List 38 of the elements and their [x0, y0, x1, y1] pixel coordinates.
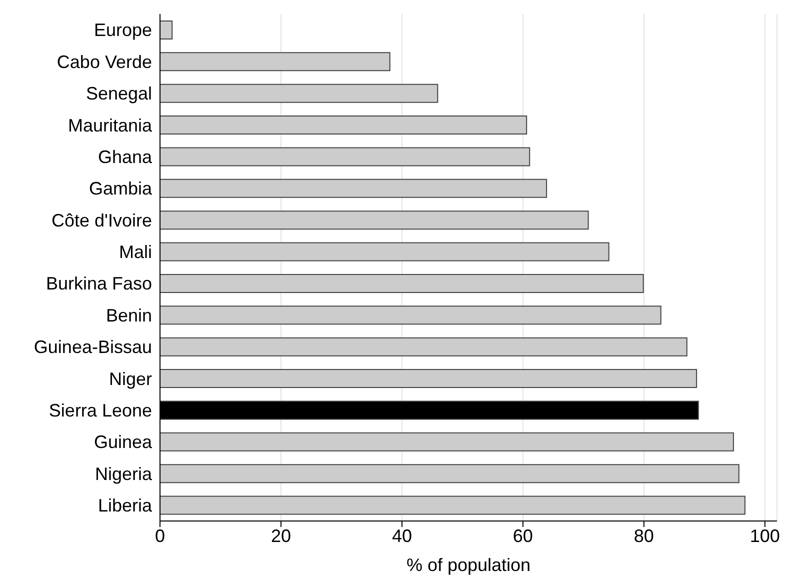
y-tick-label: Niger [108, 368, 152, 389]
y-tick-label: Senegal [86, 84, 152, 104]
y-tick-label: Guinea [94, 432, 153, 452]
bar [160, 337, 688, 356]
bar [160, 20, 173, 40]
x-tick-label: 20 [270, 526, 291, 546]
bar [160, 496, 746, 515]
y-tick-label: Gambia [88, 178, 153, 199]
x-tick-label: 80 [634, 526, 654, 546]
bar [160, 242, 610, 262]
x-tick-label: 100 [750, 526, 780, 546]
bar [160, 178, 548, 198]
y-tick-label: Côte d'Ivoire [52, 210, 152, 230]
y-tick-label: Mauritania [68, 115, 153, 136]
y-tick-label: Mali [118, 242, 152, 262]
bar [160, 52, 390, 72]
y-tick-label: Guinea-Bissau [34, 337, 152, 358]
bar [160, 274, 644, 293]
x-tick-label: 40 [392, 526, 412, 546]
y-tick-label: Ghana [98, 146, 153, 167]
y-tick-label: Liberia [98, 496, 153, 516]
x-axis-title: % of population [406, 555, 531, 575]
bar [160, 210, 589, 230]
bar [160, 369, 698, 388]
y-tick-label: Europe [94, 20, 152, 40]
x-tick-label: 0 [154, 526, 166, 546]
y-tick-label: Benin [106, 305, 152, 326]
bar [160, 464, 740, 484]
x-tick-label: 60 [512, 526, 533, 546]
bar [160, 432, 734, 452]
y-tick-label: Nigeria [94, 464, 153, 484]
bar [160, 306, 662, 325]
y-tick-label: Sierra Leone [48, 400, 152, 420]
bar [160, 84, 438, 103]
bar [160, 116, 528, 135]
y-tick-label: Cabo Verde [56, 52, 152, 72]
bar [160, 147, 530, 166]
y-tick-label: Burkina Faso [46, 274, 152, 294]
